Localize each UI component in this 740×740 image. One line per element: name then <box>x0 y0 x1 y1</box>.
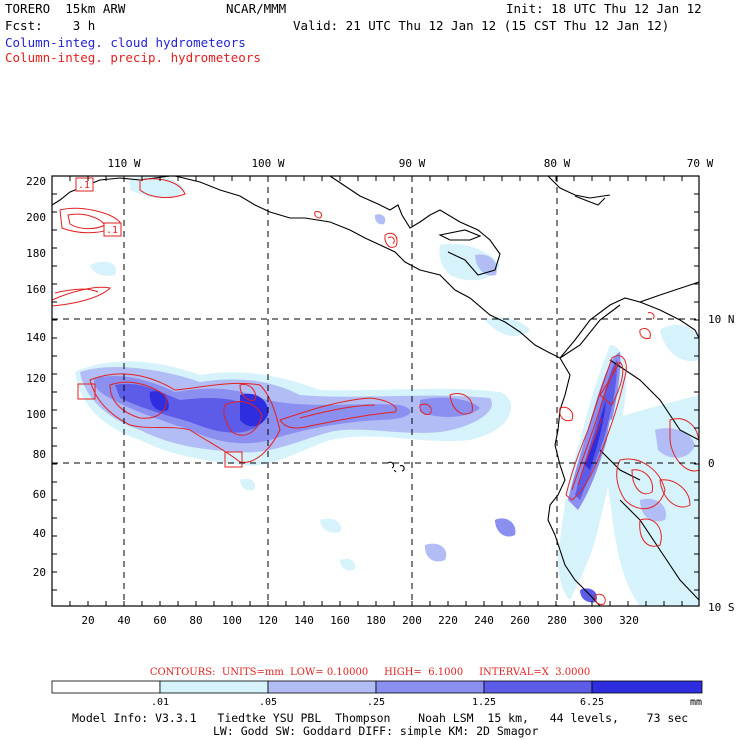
model-info-line1: Model Info: V3.3.1 Tiedtke YSU PBL Thomp… <box>72 711 689 725</box>
x-tick-label: 60 <box>153 614 166 627</box>
y-tick-label: 200 <box>26 211 46 224</box>
coastlines <box>52 176 699 606</box>
colorbar-segment <box>267 680 377 694</box>
lat-label: 10 N <box>708 313 735 326</box>
x-tick-label: 260 <box>510 614 530 627</box>
init-time: Init: 18 UTC Thu 12 Jan 12 <box>506 1 702 16</box>
colorbar-tick: 6.25 <box>580 697 604 708</box>
precip-contours <box>52 178 699 605</box>
colorbar-tick: .01 <box>151 697 169 708</box>
colorbar <box>51 680 703 694</box>
x-tick-label: 280 <box>547 614 567 627</box>
frame-ticks <box>51 175 699 606</box>
x-tick-label: 80 <box>189 614 202 627</box>
colorbar-units: mm <box>690 697 702 708</box>
lon-label: 90 W <box>399 157 426 170</box>
center-label: NCAR/MMM <box>226 1 287 16</box>
colorbar-segment <box>159 680 269 694</box>
y-tick-label: 220 <box>26 175 46 188</box>
contour-label: .1 <box>78 180 90 191</box>
x-tick-label: 240 <box>474 614 494 627</box>
lon-label: 110 W <box>107 157 140 170</box>
x-tick-label: 180 <box>366 614 386 627</box>
x-tick-label: 120 <box>258 614 278 627</box>
y-tick-label: 100 <box>26 408 46 421</box>
contour-label: .1 <box>106 225 118 236</box>
x-tick-label: 200 <box>402 614 422 627</box>
x-tick-label: 20 <box>81 614 94 627</box>
y-tick-label: 180 <box>26 247 46 260</box>
lat-label: 10 S <box>708 601 735 614</box>
x-tick-label: 160 <box>330 614 350 627</box>
y-tick-label: 120 <box>26 372 46 385</box>
y-tick-label: 140 <box>26 331 46 344</box>
lon-label: 100 W <box>251 157 284 170</box>
x-tick-label: 40 <box>117 614 130 627</box>
field-precip-label: Column-integ. precip. hydrometeors <box>5 50 261 65</box>
valid-time: Valid: 21 UTC Thu 12 Jan 12 (15 CST Thu … <box>293 18 670 33</box>
x-tick-label: 100 <box>222 614 242 627</box>
y-tick-label: 40 <box>33 527 46 540</box>
contour-info: CONTOURS: UNITS=mm LOW= 0.10000 HIGH= 6.… <box>149 667 591 678</box>
x-tick-label: 320 <box>619 614 639 627</box>
colorbar-segment <box>51 680 161 694</box>
lat-label: 0 <box>708 457 715 470</box>
contour-label-boxes <box>75 177 243 468</box>
lat-lon-grid <box>52 176 699 606</box>
x-tick-label: 140 <box>294 614 314 627</box>
colorbar-tick: 1.25 <box>472 697 496 708</box>
y-tick-label: 80 <box>33 448 46 461</box>
x-tick-label: 220 <box>438 614 458 627</box>
model-info-line2: LW: Godd SW: Goddard DIFF: simple KM: 2D… <box>213 724 539 738</box>
forecast-hour: Fcst: 3 h <box>5 18 96 33</box>
lon-label: 80 W <box>544 157 571 170</box>
colorbar-segment <box>591 680 703 694</box>
colorbar-tick: .25 <box>367 697 385 708</box>
y-tick-label: 20 <box>33 566 46 579</box>
field-cloud-label: Column-integ. cloud hydrometeors <box>5 35 246 50</box>
y-tick-label: 60 <box>33 488 46 501</box>
lon-label: 70 W <box>687 157 714 170</box>
model-title: TORERO 15km ARW <box>5 1 126 16</box>
colorbar-segment <box>483 680 593 694</box>
y-tick-label: 160 <box>26 283 46 296</box>
x-tick-label: 300 <box>583 614 603 627</box>
colorbar-segment <box>375 680 485 694</box>
colorbar-tick: .05 <box>259 697 277 708</box>
